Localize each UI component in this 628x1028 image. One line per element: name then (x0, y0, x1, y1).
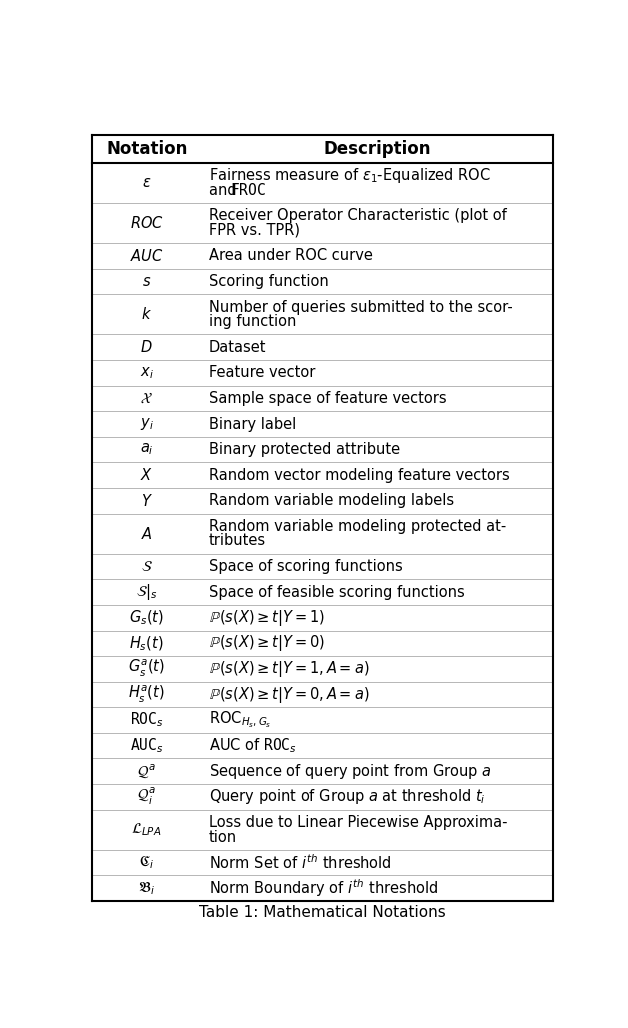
Text: tributes: tributes (208, 534, 266, 549)
Text: Binary protected attribute: Binary protected attribute (208, 442, 400, 457)
Text: Binary label: Binary label (208, 416, 296, 432)
Text: Loss due to Linear Piecewise Approxima-: Loss due to Linear Piecewise Approxima- (208, 815, 507, 830)
Text: $Y$: $Y$ (141, 492, 153, 509)
Text: $A$: $A$ (141, 525, 153, 542)
Text: $AUC$: $AUC$ (130, 248, 163, 264)
Text: Number of queries submitted to the scor-: Number of queries submitted to the scor- (208, 299, 512, 315)
Text: $H_s(t)$: $H_s(t)$ (129, 634, 164, 653)
Text: Sample space of feature vectors: Sample space of feature vectors (208, 391, 447, 406)
Text: $\mathcal{X}$: $\mathcal{X}$ (140, 391, 153, 406)
Text: Random variable modeling protected at-: Random variable modeling protected at- (208, 519, 506, 534)
Text: Fairness measure of $\varepsilon_1$-Equalized ROC: Fairness measure of $\varepsilon_1$-Equa… (208, 166, 490, 185)
Text: $x_i$: $x_i$ (140, 365, 154, 380)
Text: $k$: $k$ (141, 306, 152, 323)
Text: Notation: Notation (106, 140, 187, 157)
Text: AUC of $\mathtt{ROC}_s$: AUC of $\mathtt{ROC}_s$ (208, 736, 296, 755)
Text: $H_s^a(t)$: $H_s^a(t)$ (128, 684, 165, 705)
Text: $\mathbb{P}(s(X) \geq t|Y=0)$: $\mathbb{P}(s(X) \geq t|Y=0)$ (208, 633, 325, 654)
Text: $y_i$: $y_i$ (140, 416, 154, 432)
Text: $\mathfrak{C}_i$: $\mathfrak{C}_i$ (139, 854, 154, 871)
Text: Scoring function: Scoring function (208, 273, 328, 289)
Text: $\mathbb{P}(s(X) \geq t|Y=1, A=a)$: $\mathbb{P}(s(X) \geq t|Y=1, A=a)$ (208, 659, 369, 678)
Text: Sequence of query point from Group $a$: Sequence of query point from Group $a$ (208, 762, 492, 781)
Text: $\mathbb{P}(s(X) \geq t|Y=0, A=a)$: $\mathbb{P}(s(X) \geq t|Y=0, A=a)$ (208, 685, 369, 704)
Text: FPR vs. TPR): FPR vs. TPR) (208, 223, 300, 237)
Text: Feature vector: Feature vector (208, 365, 315, 380)
Text: $\mathbb{P}(s(X) \geq t|Y=1)$: $\mathbb{P}(s(X) \geq t|Y=1)$ (208, 608, 325, 628)
Text: and: and (208, 183, 241, 197)
Text: Norm Set of $i^{th}$ threshold: Norm Set of $i^{th}$ threshold (208, 853, 391, 872)
Text: Space of feasible scoring functions: Space of feasible scoring functions (208, 585, 465, 599)
Text: Space of scoring functions: Space of scoring functions (208, 559, 403, 574)
Text: $\mathcal{S}|_s$: $\mathcal{S}|_s$ (136, 582, 158, 602)
Text: $G_s(t)$: $G_s(t)$ (129, 609, 164, 627)
Text: Norm Boundary of $i^{th}$ threshold: Norm Boundary of $i^{th}$ threshold (208, 878, 438, 900)
Text: $G_s^a(t)$: $G_s^a(t)$ (128, 658, 165, 680)
Text: $ROC$: $ROC$ (130, 215, 164, 231)
Text: $s$: $s$ (142, 273, 151, 289)
Text: $\text{ROC}_{H_s,G_s}$: $\text{ROC}_{H_s,G_s}$ (208, 709, 271, 731)
Text: $\mathfrak{B}_i$: $\mathfrak{B}_i$ (138, 880, 155, 896)
Text: Receiver Operator Characteristic (plot of: Receiver Operator Characteristic (plot o… (208, 208, 506, 223)
Text: Description: Description (323, 140, 431, 157)
Text: $D$: $D$ (141, 339, 153, 356)
Text: $a_i$: $a_i$ (140, 442, 154, 457)
Text: $\varepsilon$: $\varepsilon$ (142, 175, 151, 190)
Text: $\mathcal{Q}^a$: $\mathcal{Q}^a$ (138, 763, 156, 780)
Text: $\mathcal{Q}_i^a$: $\mathcal{Q}_i^a$ (138, 786, 156, 807)
Text: $\mathtt{AUC}_s$: $\mathtt{AUC}_s$ (130, 736, 163, 755)
Text: Table 1: Mathematical Notations: Table 1: Mathematical Notations (199, 905, 446, 920)
Text: tion: tion (208, 830, 237, 845)
Text: Random vector modeling feature vectors: Random vector modeling feature vectors (208, 468, 509, 483)
Text: ing function: ing function (208, 315, 296, 329)
Text: $\mathcal{L}_{LPA}$: $\mathcal{L}_{LPA}$ (131, 821, 162, 838)
Text: $X$: $X$ (140, 467, 153, 483)
Text: $\mathtt{ROC}_s$: $\mathtt{ROC}_s$ (130, 710, 163, 730)
Text: Dataset: Dataset (208, 339, 266, 355)
Text: $\mathcal{S}$: $\mathcal{S}$ (141, 559, 153, 574)
Text: Area under ROC curve: Area under ROC curve (208, 249, 372, 263)
Text: Query point of Group $a$ at threshold $t_i$: Query point of Group $a$ at threshold $t… (208, 787, 485, 806)
Text: Random variable modeling labels: Random variable modeling labels (208, 493, 454, 508)
Text: $\mathtt{FROC}$: $\mathtt{FROC}$ (230, 182, 266, 198)
